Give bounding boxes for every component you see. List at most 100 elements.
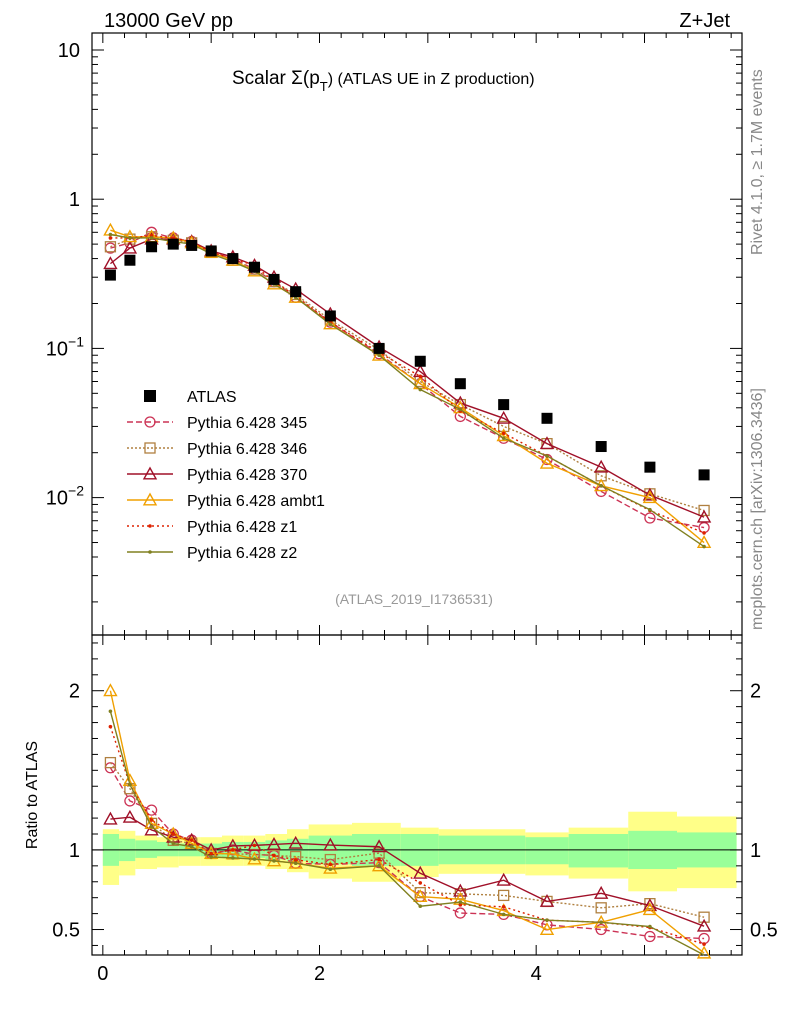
- series-point-ratio: [108, 709, 113, 714]
- title-prefix: Scalar Σ(p: [232, 68, 320, 89]
- ratio-y-tick-label-right: 0.5: [750, 920, 778, 942]
- legend-label: Pythia 6.428 ambt1: [187, 493, 325, 510]
- series-point-main: [328, 322, 333, 327]
- series-point-ratio: [171, 832, 176, 836]
- legend-label: Pythia 6.428 345: [187, 415, 307, 432]
- series-point-ratio: [702, 942, 706, 946]
- ratio-series-pythia-6-428-ambt1: [103, 683, 712, 959]
- tick-marks: 0 2 4 10 1 10−1 10−2 0.5 0.5 1 1 2 2: [46, 33, 778, 985]
- legend-marker: [142, 492, 158, 506]
- series-point-ratio: [371, 839, 387, 853]
- series-point-ratio: [377, 864, 381, 868]
- series-point-ratio: [496, 872, 511, 886]
- series-point-main: [545, 454, 549, 458]
- series-point-ratio: [209, 855, 213, 859]
- series-point-ratio: [593, 885, 609, 899]
- atlas-data-point: [124, 254, 136, 266]
- axes-frames: [91, 32, 743, 956]
- series-point-main: [122, 229, 138, 243]
- legend-marker: [144, 416, 156, 428]
- series-point-ratio: [323, 837, 338, 851]
- ratio-uncertainty-bands: [102, 811, 737, 892]
- series-point-ratio: [458, 903, 463, 907]
- series-point-ratio: [642, 902, 658, 916]
- series-point-main: [599, 483, 603, 488]
- series-point-ratio: [266, 836, 282, 850]
- series-point-ratio: [231, 848, 235, 852]
- atlas-data-point: [541, 412, 553, 424]
- series-point-ratio: [501, 912, 506, 917]
- series-point-ratio: [108, 724, 113, 729]
- series-point-ratio: [539, 922, 555, 936]
- atlas-data-point: [186, 239, 198, 251]
- series-point-ratio: [323, 860, 338, 874]
- series-point-main: [104, 241, 117, 253]
- series-point-ratio: [288, 835, 303, 849]
- atlas-data-point: [454, 378, 466, 390]
- legend: ATLAS Pythia 6.428 345 Pythia 6.428 346 Pyt…: [127, 389, 325, 562]
- legend-marker: [148, 550, 152, 554]
- series-point-main: [377, 353, 381, 358]
- ratio-plot-frame: [91, 634, 743, 956]
- series-point-main: [702, 544, 706, 549]
- series-point-main: [323, 316, 338, 330]
- ratio-y-tick-label: 2: [69, 681, 80, 703]
- atlas-data-point: [595, 441, 607, 453]
- series-point-ratio: [371, 858, 387, 872]
- legend-label: Pythia 6.428 370: [187, 467, 307, 484]
- series-point-ratio: [595, 902, 607, 914]
- ratio-y-tick-label-right: 1: [750, 840, 761, 862]
- series-point-main: [501, 431, 506, 436]
- x-tick-label: 2: [314, 963, 325, 985]
- series-point-ratio: [171, 841, 176, 846]
- series-point-ratio: [145, 804, 158, 816]
- atlas-data-point: [698, 469, 710, 481]
- atlas-data-point: [373, 342, 385, 354]
- atlas-data-point: [498, 399, 510, 411]
- series-point-ratio: [189, 838, 194, 842]
- series-point-ratio: [247, 837, 262, 851]
- series-point-ratio: [545, 918, 549, 922]
- legend-entry: Pythia 6.428 370: [127, 466, 307, 484]
- legend-entry: Pythia 6.428 z1: [127, 519, 297, 536]
- series-point-ratio: [328, 862, 333, 867]
- plot-title: Scalar Σ(pT) (ATLAS UE in Z production): [232, 68, 535, 94]
- atlas-data-point: [324, 310, 336, 322]
- series-point-ratio: [696, 918, 712, 932]
- series-point-ratio: [231, 856, 235, 860]
- series-point-main: [496, 428, 511, 442]
- series-line-ratio: [110, 816, 705, 927]
- series-point-main: [501, 436, 506, 441]
- series-point-ratio: [166, 826, 181, 840]
- series-point-main: [498, 420, 510, 433]
- series-point-main: [149, 236, 154, 240]
- legend-entry: Pythia 6.428 345: [127, 415, 307, 432]
- ratio-axis-label: Ratio to ATLAS: [24, 741, 41, 849]
- ratio-y-tick-label: 1: [69, 840, 80, 862]
- series-point-main: [593, 478, 609, 492]
- band-inner-bin: [525, 837, 569, 865]
- series-point-ratio: [696, 945, 712, 959]
- legend-marker: [142, 466, 158, 480]
- atlas-data-point: [167, 238, 179, 250]
- series-point-ratio: [272, 853, 276, 858]
- series-point-ratio: [122, 809, 138, 823]
- legend-label: Pythia 6.428 z2: [187, 545, 297, 562]
- series-point-main: [418, 387, 423, 392]
- legend-entry: Pythia 6.428 ambt1: [127, 492, 325, 510]
- series-point-ratio: [272, 859, 276, 863]
- atlas-data-point: [249, 261, 260, 273]
- main-y-tick-label: 10−2: [46, 483, 84, 510]
- legend-label: Pythia 6.428 z1: [187, 519, 297, 536]
- legend-marker: [148, 524, 152, 528]
- atlas-data-point: [644, 461, 656, 473]
- legend-label: Pythia 6.428 346: [187, 441, 307, 458]
- series-point-main: [108, 232, 113, 237]
- series-point-ratio: [454, 907, 466, 919]
- legend-marker: [144, 390, 156, 402]
- series-point-ratio: [648, 924, 652, 929]
- series-point-main: [696, 509, 712, 523]
- series-point-main: [108, 236, 113, 240]
- atlas-data-point: [290, 286, 302, 298]
